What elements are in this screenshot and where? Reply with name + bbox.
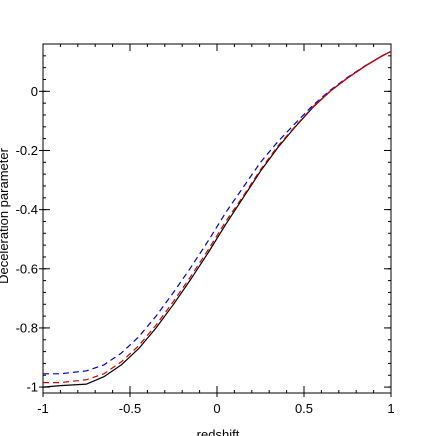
x-tick-label: -1	[37, 401, 49, 416]
x-axis-title: redshift	[197, 427, 240, 436]
plot-frame	[42, 43, 392, 394]
x-axis-ticks: -1 -0.5 0 0.5 1	[37, 44, 395, 416]
y-axis-title: Deceleration parameter	[0, 147, 11, 284]
y-axis-ticks: -1 -0.8 -0.6 -0.4 -0.2 0	[16, 43, 391, 395]
series-line-1	[43, 50, 392, 384]
x-tick-label: 0.5	[295, 401, 313, 416]
x-tick-label: 1	[387, 401, 394, 416]
x-tick-label: 0	[213, 401, 220, 416]
x-tick-label: -0.5	[119, 401, 141, 416]
y-tick-label: 0	[31, 84, 38, 99]
y-tick-label: -0.2	[16, 143, 38, 158]
y-tick-label: -0.8	[16, 320, 38, 335]
y-tick-label: -0.6	[16, 261, 38, 276]
plot-border	[42, 43, 392, 394]
series-line-3	[312, 50, 392, 108]
series-layer	[42, 50, 392, 388]
y-tick-label: -1	[26, 380, 38, 395]
series-line-2	[43, 50, 392, 375]
series-line-0	[42, 50, 392, 388]
y-tick-label: -0.4	[16, 202, 38, 217]
